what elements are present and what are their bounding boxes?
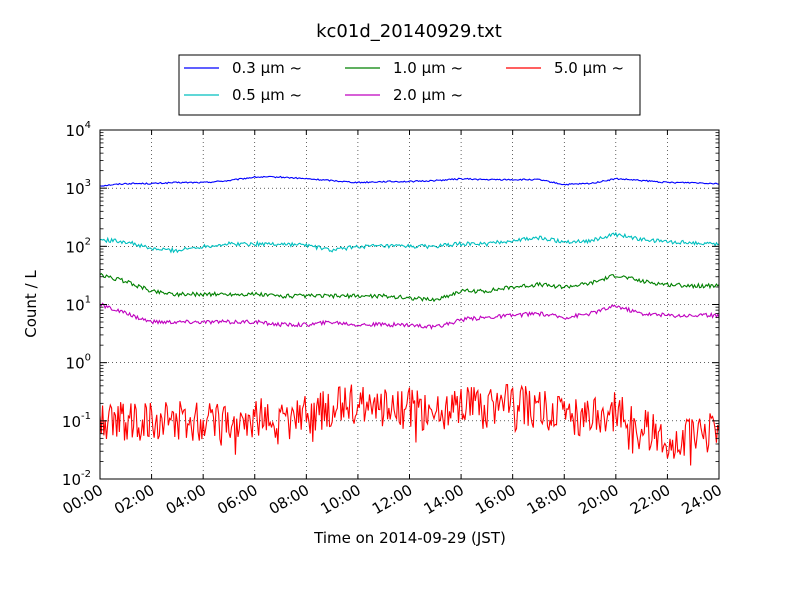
legend-label: 0.3 μm ~ xyxy=(232,59,302,77)
legend-label: 1.0 μm ~ xyxy=(393,59,463,77)
y-tick-label: 103 xyxy=(66,178,91,198)
legend-box xyxy=(178,54,641,116)
y-tick-label: 101 xyxy=(66,295,91,315)
x-axis-label: Time on 2014-09-29 (JST) xyxy=(313,529,506,547)
y-tick-label: 104 xyxy=(66,120,91,140)
chart-title: kc01d_20140929.txt xyxy=(316,21,502,42)
legend-label: 0.5 μm ~ xyxy=(232,86,302,104)
y-tick-label: 10-2 xyxy=(62,469,91,489)
legend-label: 5.0 μm ~ xyxy=(554,59,624,77)
legend-label: 2.0 μm ~ xyxy=(393,86,463,104)
series-group xyxy=(99,175,720,466)
y-tick-label: 102 xyxy=(66,236,91,256)
series-line xyxy=(99,175,720,187)
series-line xyxy=(99,231,720,254)
series-line xyxy=(99,272,720,303)
y-tick-label: 10-1 xyxy=(62,411,91,431)
y-tick-labels: 10-2 10-1 100 101 102 103 104 xyxy=(62,120,91,489)
legend: 0.3 μm ~ 0.5 μm ~ 1.0 μm ~ 2.0 μm ~ 5.0 μm ~ xyxy=(178,54,641,116)
y-tick-label: 100 xyxy=(66,353,91,373)
ticks xyxy=(99,129,720,480)
y-axis-label: Count / L xyxy=(22,270,40,338)
series-line xyxy=(99,302,720,331)
series-line xyxy=(99,384,720,466)
